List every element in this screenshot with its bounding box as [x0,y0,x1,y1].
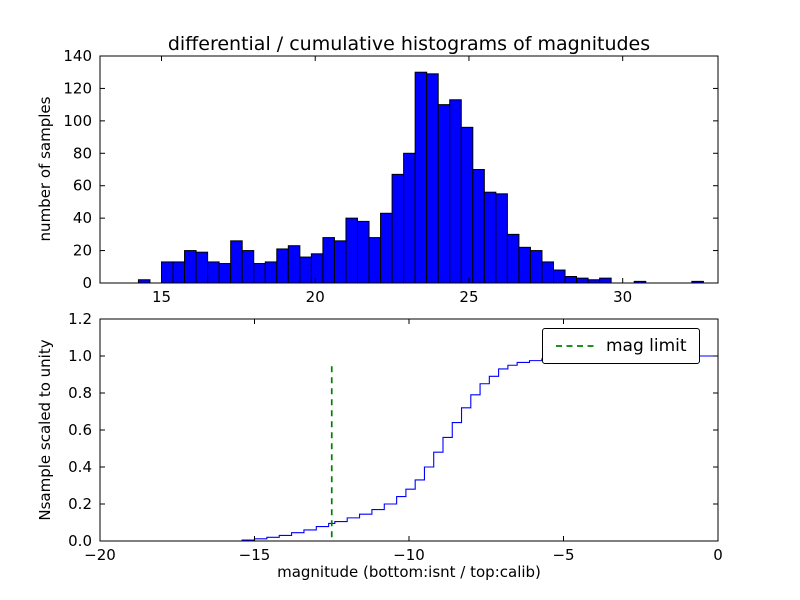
histogram-bar [472,169,485,284]
y-tick-label: 20 [73,242,92,260]
x-tick-label: −10 [393,546,425,564]
plot-title: differential / cumulative histograms of … [167,33,651,55]
legend: mag limit [542,328,700,365]
histogram-bar [449,99,462,284]
x-tick-label: 30 [613,288,632,306]
histogram-bar [553,269,566,284]
y-tick-label: 0.2 [68,495,92,513]
histogram-bar [230,240,243,284]
histogram-bar [160,261,174,284]
y-tick-label: 120 [63,79,92,97]
histogram-bar [333,240,347,284]
histogram-bar [218,263,232,284]
histogram-bar [391,173,405,284]
histogram-bar [483,191,497,284]
histogram-bar [195,251,209,284]
y-tick-label: 1.2 [68,310,92,328]
histogram-bar [380,212,393,284]
histogram-bar [576,277,589,284]
histogram-bar [310,253,324,284]
histogram-bar [426,73,439,284]
cumulative-step-line [100,355,718,542]
histogram-bar [207,261,220,284]
x-tick-label: 0 [713,546,723,564]
x-tick-label: −20 [84,546,116,564]
histogram-bar [414,71,428,284]
y-tick-label: 60 [73,177,92,195]
histogram-bar [345,217,359,284]
histogram-bar [529,250,543,284]
x-tick-label: 25 [459,288,478,306]
y-tick-label: 1.0 [68,347,92,365]
bottom-xlabel: magnitude (bottom:isnt / top:calib) [277,563,541,581]
histogram-bar [460,126,474,284]
axes-frame [99,318,719,542]
y-tick-label: 0.0 [68,532,92,550]
x-tick-label: 20 [306,288,325,306]
x-tick-label: −5 [552,546,574,564]
axes-frame [99,55,719,284]
y-tick-label: 0 [82,274,92,292]
histogram-bar [276,248,289,284]
bottom-ylabel: Nsample scaled to unity [36,339,54,521]
y-tick-label: 0.4 [68,458,92,476]
histogram-bar [368,237,382,284]
histogram-bar [241,250,255,284]
y-tick-label: 80 [73,144,92,162]
histogram-bar [506,233,520,284]
histogram-bar [184,250,197,284]
x-tick-label: −15 [239,546,271,564]
histogram-bar [564,276,578,284]
y-tick-label: 40 [73,209,92,227]
histogram-bar [322,237,335,284]
histogram-bar [541,261,555,284]
histogram-bar [518,246,531,284]
y-tick-label: 100 [63,112,92,130]
histogram-bar [253,263,266,284]
dashed-line-icon [556,345,594,348]
top-ylabel: number of samples [36,96,54,242]
histogram-bar [264,261,278,284]
y-tick-label: 0.8 [68,384,92,402]
legend-label: mag limit [606,336,687,356]
histogram-bar [495,193,508,284]
histogram-bar [299,256,312,284]
histogram-bar [403,152,416,284]
histogram-bar [437,104,451,284]
histogram-bar [357,220,370,284]
y-tick-label: 0.6 [68,421,92,439]
histogram-bar [172,261,186,284]
histogram-bar [287,245,301,284]
y-tick-label: 140 [63,47,92,65]
x-tick-label: 15 [152,288,171,306]
histogram-bar [599,277,612,284]
